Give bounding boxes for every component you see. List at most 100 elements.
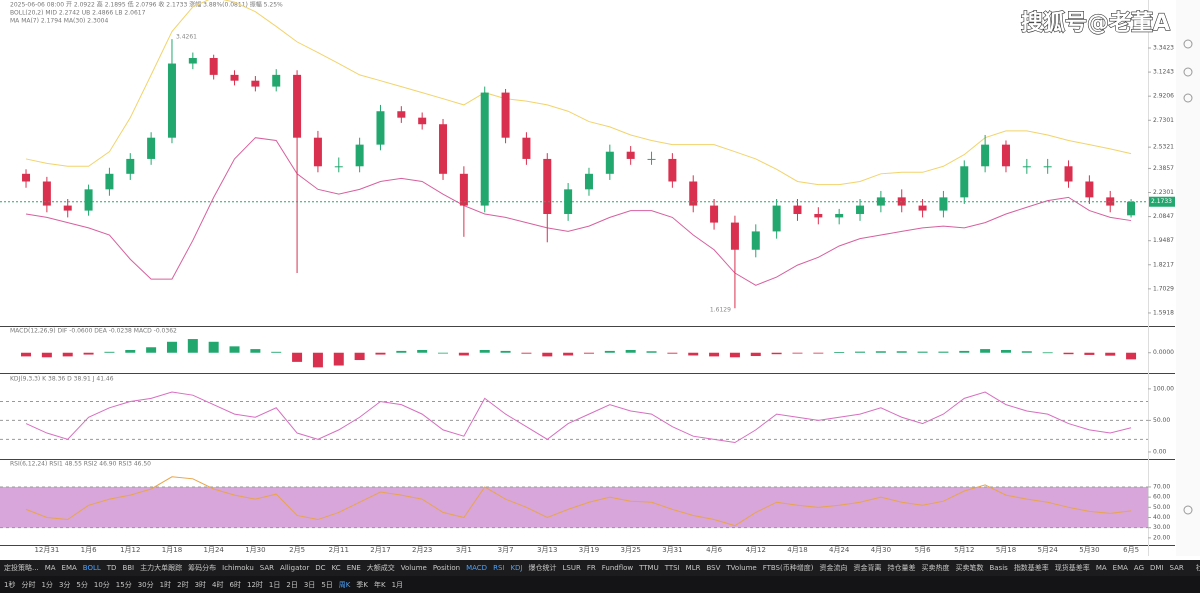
- y-tick-label: 0.0000: [1153, 349, 1174, 356]
- macd-bar: [83, 352, 94, 355]
- toolbar-item[interactable]: 指数基差率: [1013, 564, 1049, 572]
- toolbar-item[interactable]: 3时: [194, 580, 207, 589]
- toolbar-item[interactable]: 5分: [76, 580, 88, 589]
- toolbar-item[interactable]: 15分: [115, 580, 132, 589]
- toolbar-item[interactable]: BBI: [122, 564, 135, 572]
- x-tick-label: 5月12: [954, 546, 974, 554]
- candle-body: [480, 92, 489, 206]
- toolbar-item[interactable]: 分时: [21, 580, 36, 589]
- toolbar-item[interactable]: MA: [44, 564, 56, 572]
- toolbar-item[interactable]: MA: [1095, 564, 1107, 572]
- toolbar-item[interactable]: 1月: [391, 580, 404, 589]
- toolbar-item[interactable]: FTBS(币种增度): [762, 564, 814, 572]
- toolbar-item[interactable]: 筹码分布: [188, 564, 217, 572]
- toolbar-item[interactable]: 季K: [356, 580, 368, 589]
- y-tick-label: 2.0847: [1153, 213, 1174, 220]
- toolbar-item[interactable]: EMA: [1112, 564, 1128, 572]
- macd-bar: [855, 351, 866, 353]
- toolbar-item[interactable]: 10分: [93, 580, 110, 589]
- candle-body: [63, 205, 72, 211]
- toolbar-item[interactable]: 12时: [246, 580, 263, 589]
- toolbar-item[interactable]: 6时: [229, 580, 241, 589]
- toolbar-item[interactable]: DC: [315, 564, 326, 572]
- toolbar-item[interactable]: Basis: [989, 564, 1008, 572]
- toolbar-item[interactable]: 爆仓统计: [528, 564, 557, 572]
- candle-body: [293, 74, 302, 138]
- toolbar-item[interactable]: 1时: [159, 580, 172, 589]
- toolbar-item[interactable]: TTSI: [664, 564, 680, 572]
- toolbar-item[interactable]: TD: [106, 564, 117, 572]
- side-icon[interactable]: [1183, 505, 1193, 515]
- side-icon[interactable]: [1183, 93, 1193, 103]
- toolbar-item[interactable]: TVolume: [726, 564, 757, 572]
- toolbar-item[interactable]: 2时: [177, 580, 189, 589]
- toolbar-item[interactable]: 主力大单跟踪: [140, 564, 183, 572]
- candle-body: [522, 137, 531, 159]
- toolbar-item[interactable]: TTMU: [639, 564, 659, 572]
- toolbar-item[interactable]: EMA: [61, 564, 77, 572]
- toolbar-item[interactable]: 社区指标: [1195, 564, 1200, 572]
- toolbar-item[interactable]: 5日: [321, 580, 333, 589]
- toolbar-item[interactable]: 1秒: [4, 580, 16, 589]
- toolbar-item[interactable]: RSI: [493, 564, 505, 572]
- toolbar-item[interactable]: DMI: [1150, 564, 1164, 572]
- x-tick-label: 2月5: [289, 546, 305, 554]
- macd-bar: [354, 352, 365, 361]
- toolbar-item[interactable]: 3日: [303, 580, 316, 589]
- toolbar-item[interactable]: Alligator: [280, 564, 310, 572]
- macd-bar: [1021, 351, 1032, 353]
- y-tick-label: 2.5321: [1153, 144, 1174, 151]
- toolbar-item[interactable]: SAR: [1169, 564, 1184, 572]
- macd-bar: [980, 349, 991, 353]
- toolbar-item[interactable]: BOLL: [82, 564, 101, 572]
- toolbar-item[interactable]: Fundflow: [601, 564, 634, 572]
- toolbar-item[interactable]: BSV: [706, 564, 721, 572]
- last-price-label: 2.1733: [1151, 198, 1172, 205]
- toolbar-item[interactable]: 1日: [268, 580, 281, 589]
- toolbar-item[interactable]: FR: [586, 564, 596, 572]
- side-icon[interactable]: [1183, 67, 1193, 77]
- toolbar-item[interactable]: 资金流向: [819, 564, 848, 572]
- toolbar-item[interactable]: MACD: [466, 564, 488, 572]
- toolbar-item[interactable]: 4时: [212, 580, 224, 589]
- toolbar-item[interactable]: 大额成交: [366, 564, 395, 572]
- toolbar-item[interactable]: MLR: [685, 564, 701, 572]
- macd-bar: [959, 350, 970, 353]
- toolbar-item[interactable]: KC: [331, 564, 341, 572]
- toolbar-item[interactable]: 年K: [373, 580, 386, 589]
- toolbar-item[interactable]: ENE: [346, 564, 361, 572]
- toolbar-item[interactable]: Volume: [400, 564, 427, 572]
- toolbar-item[interactable]: 周K: [338, 580, 351, 589]
- toolbar-item[interactable]: 3分: [58, 580, 71, 589]
- toolbar-item[interactable]: KDJ: [510, 564, 523, 572]
- macd-bar: [375, 352, 386, 355]
- toolbar-item[interactable]: 现货基差率: [1054, 564, 1090, 572]
- x-tick-label: 6月5: [1123, 546, 1139, 554]
- candle-body: [147, 137, 156, 159]
- boll-lower: [25, 137, 1132, 286]
- toolbar-item[interactable]: 持仓量差: [887, 564, 916, 572]
- boll-upper: [25, 0, 1132, 186]
- toolbar-item[interactable]: AG: [1133, 564, 1144, 572]
- macd-bar: [896, 351, 907, 353]
- candle-body: [105, 173, 114, 190]
- toolbar-item[interactable]: 2日: [286, 580, 298, 589]
- toolbar-item[interactable]: 买卖笔数: [955, 564, 984, 572]
- x-tick-label: 4月6: [706, 546, 722, 554]
- panel-header: MA MA(7) 2.1794 MA(30) 2.3004: [10, 18, 108, 25]
- toolbar-item[interactable]: SAR: [259, 564, 275, 572]
- toolbar-item[interactable]: 定投策略...: [4, 564, 39, 572]
- toolbar-item[interactable]: LSUR: [562, 564, 581, 572]
- candle-body: [1043, 166, 1052, 168]
- side-icon[interactable]: [1183, 39, 1193, 49]
- candle-body: [167, 63, 176, 138]
- toolbar-item[interactable]: 资金背离: [853, 564, 882, 572]
- candle-body: [42, 181, 51, 206]
- toolbar-item[interactable]: 买卖热度: [921, 564, 950, 572]
- toolbar-item[interactable]: Ichimoku: [222, 564, 254, 572]
- candle-body: [397, 111, 406, 118]
- toolbar-item[interactable]: 1分: [41, 580, 53, 589]
- x-tick-label: 5月24: [1037, 546, 1058, 554]
- toolbar-item[interactable]: Position: [432, 564, 461, 572]
- toolbar-item[interactable]: 30分: [137, 580, 154, 589]
